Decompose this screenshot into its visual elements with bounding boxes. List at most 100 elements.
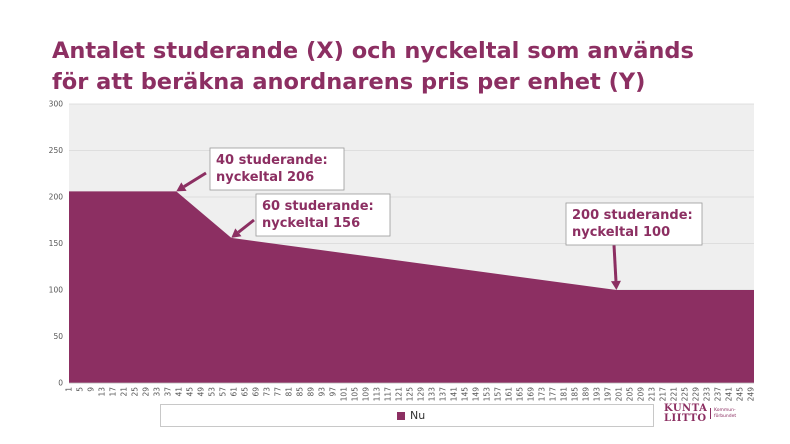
logo-sub-line-2: förbundet (714, 413, 737, 419)
callout-label: nyckeltal 206 (216, 170, 314, 185)
y-tick-label: 150 (49, 239, 64, 248)
x-tick-label: 161 (505, 387, 514, 402)
x-tick-label: 241 (725, 387, 734, 402)
kuntaliitto-logo: KUNTA LIITTO Kommun- förbundet (664, 404, 744, 428)
legend-label: Nu (410, 409, 426, 422)
x-tick-label: 89 (307, 387, 316, 397)
x-tick-label: 225 (681, 387, 690, 402)
y-tick-label: 200 (49, 193, 64, 202)
x-tick-label: 141 (450, 387, 459, 402)
x-tick-label: 101 (340, 387, 349, 402)
callout-arrow (183, 171, 207, 188)
x-tick-label: 81 (285, 387, 294, 397)
x-tick-label: 165 (516, 387, 525, 402)
x-tick-label: 25 (131, 387, 140, 397)
x-tick-label: 153 (483, 387, 492, 402)
x-tick-label: 173 (538, 387, 547, 402)
x-tick-label: 149 (472, 387, 481, 402)
callout-box (209, 147, 345, 191)
x-tick-label: 1 (65, 387, 74, 392)
callout-arrowhead (610, 280, 621, 290)
x-tick-label: 117 (384, 387, 393, 402)
x-tick-label: 9 (87, 387, 96, 392)
callout-box (255, 193, 391, 237)
x-tick-label: 201 (615, 387, 624, 402)
logo-line-1: KUNTA (664, 403, 708, 414)
x-tick-label: 129 (417, 387, 426, 402)
x-tick-label: 157 (494, 387, 503, 402)
y-tick-label: 300 (49, 100, 64, 109)
x-tick-label: 49 (197, 387, 206, 397)
y-tick-label: 0 (58, 379, 63, 388)
title-line-2: för att beräkna anordnarens pris per enh… (52, 69, 646, 95)
x-tick-label: 209 (637, 387, 646, 402)
x-tick-label: 217 (659, 387, 668, 402)
callout-arrowhead (231, 228, 242, 238)
x-tick-label: 69 (252, 387, 261, 397)
x-tick-label: 53 (208, 387, 217, 397)
x-tick-label: 21 (120, 387, 129, 397)
x-tick-label: 121 (395, 387, 404, 402)
legend-item-nu[interactable]: Nu (397, 409, 425, 422)
x-tick-label: 97 (329, 387, 338, 397)
chart-title: Antalet studerande (X) och nyckeltal som… (52, 36, 772, 98)
callout-arrow (612, 244, 618, 282)
logo-sub-line-1: Kommun- (714, 408, 736, 413)
x-tick-label: 137 (439, 387, 448, 402)
x-tick-label: 41 (175, 387, 184, 397)
x-tick-label: 33 (153, 387, 162, 397)
callout-label: 200 studerande: (572, 208, 693, 223)
x-tick-label: 245 (736, 387, 745, 402)
x-tick-label: 45 (186, 387, 195, 397)
x-tick-label: 65 (241, 387, 250, 397)
x-tick-label: 169 (527, 387, 536, 402)
callout-arrow (237, 218, 255, 234)
x-tick-label: 73 (263, 387, 272, 397)
x-tick-label: 205 (626, 387, 635, 402)
series-area-nu (69, 191, 754, 383)
x-tick-label: 221 (670, 387, 679, 402)
x-tick-label: 197 (604, 387, 613, 402)
x-tick-label: 105 (351, 387, 360, 402)
callout-label: 60 studerande: (262, 199, 374, 214)
x-tick-label: 133 (428, 387, 437, 402)
x-tick-label: 233 (703, 387, 712, 402)
callout-box (565, 202, 703, 246)
x-tick-label: 113 (373, 387, 382, 402)
x-tick-label: 17 (109, 387, 118, 397)
x-tick-label: 213 (648, 387, 657, 402)
chart-legend: Nu (160, 404, 654, 427)
x-tick-label: 229 (692, 387, 701, 402)
callout-label: nyckeltal 156 (262, 216, 360, 231)
y-tick-label: 100 (49, 286, 64, 295)
y-tick-label: 50 (53, 332, 63, 341)
x-tick-label: 249 (747, 387, 756, 402)
title-line-1: Antalet studerande (X) och nyckeltal som… (52, 38, 694, 64)
x-tick-label: 185 (571, 387, 580, 402)
x-tick-label: 61 (230, 387, 239, 397)
x-tick-label: 125 (406, 387, 415, 402)
x-tick-label: 77 (274, 387, 283, 397)
x-tick-label: 109 (362, 387, 371, 402)
x-tick-label: 37 (164, 387, 173, 397)
x-tick-label: 145 (461, 387, 470, 402)
callout-arrowhead (176, 182, 187, 192)
x-tick-label: 177 (549, 387, 558, 402)
logo-wordmark: KUNTA LIITTO (664, 404, 707, 424)
x-tick-label: 13 (98, 387, 107, 397)
x-tick-label: 5 (76, 387, 85, 392)
x-tick-label: 181 (560, 387, 569, 402)
callout-label: 40 studerande: (216, 153, 328, 168)
logo-line-2: LIITTO (664, 413, 707, 424)
logo-subtitle: Kommun- förbundet (710, 408, 736, 419)
x-tick-label: 189 (582, 387, 591, 402)
x-tick-label: 237 (714, 387, 723, 402)
legend-swatch-icon (397, 411, 405, 420)
y-tick-label: 250 (49, 146, 64, 155)
callout-label: nyckeltal 100 (572, 225, 670, 240)
x-tick-label: 29 (142, 387, 151, 397)
x-tick-label: 193 (593, 387, 602, 402)
x-tick-label: 85 (296, 387, 305, 397)
x-tick-label: 93 (318, 387, 327, 397)
